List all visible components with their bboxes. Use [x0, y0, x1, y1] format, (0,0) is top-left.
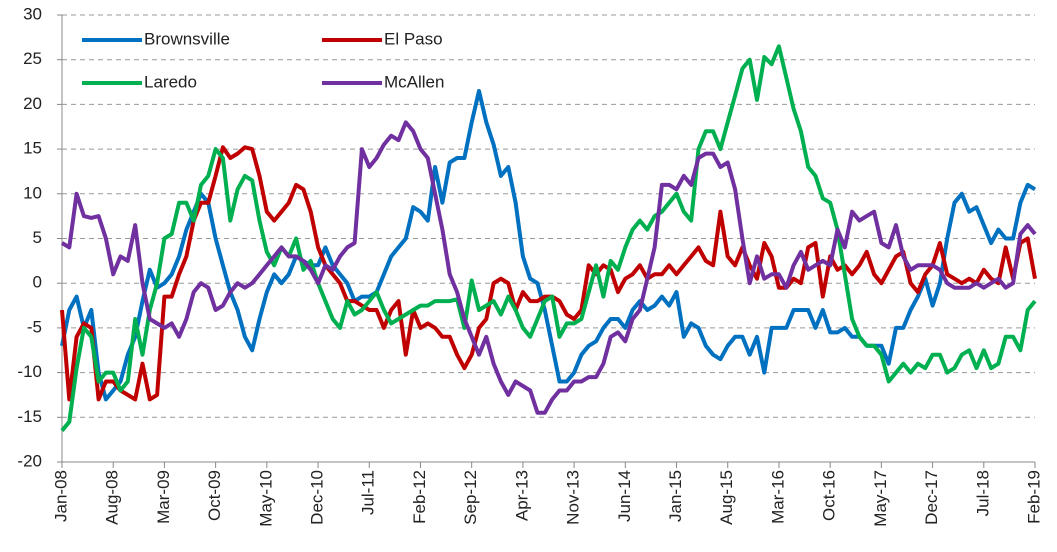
x-tick-label: May-17 — [871, 470, 890, 527]
legend-label: McAllen — [384, 72, 444, 91]
x-tick-label: Feb-19 — [1024, 470, 1043, 524]
x-tick-label: Apr-13 — [512, 470, 531, 521]
x-tick-label: Jan-15 — [666, 470, 685, 522]
y-tick-label: 30 — [23, 4, 42, 23]
x-tick-label: Dec-10 — [308, 470, 327, 525]
x-tick-label: Feb-12 — [410, 470, 429, 524]
x-tick-label: Jul-18 — [973, 470, 992, 516]
x-tick-label: Nov-13 — [564, 470, 583, 525]
y-tick-label: -20 — [17, 451, 42, 470]
series-line — [60, 44, 1037, 432]
legend-label: El Paso — [384, 29, 443, 48]
x-tick-label: Aug-15 — [717, 470, 736, 525]
y-tick-label: -15 — [17, 407, 42, 426]
y-tick-label: 20 — [23, 94, 42, 113]
y-tick-label: 15 — [23, 139, 42, 158]
x-tick-label: Aug-08 — [103, 470, 122, 525]
legend-label: Brownsville — [144, 29, 230, 48]
x-tick-label: Mar-09 — [154, 470, 173, 524]
x-tick-label: Jul-11 — [359, 470, 378, 515]
x-tick-label: Dec-17 — [922, 470, 941, 525]
x-tick-label: Jan-08 — [51, 470, 70, 522]
y-tick-label: 0 — [33, 273, 42, 292]
x-tick-label: May-10 — [256, 470, 275, 527]
y-tick-label: 5 — [33, 228, 42, 247]
x-tick-label: Oct-09 — [205, 470, 224, 521]
x-tick-label: Sep-12 — [461, 470, 480, 525]
y-tick-label: -10 — [17, 362, 42, 381]
x-tick-label: Mar-16 — [768, 470, 787, 524]
y-tick-label: 10 — [23, 183, 42, 202]
y-tick-label: -5 — [27, 317, 42, 336]
series-line — [60, 120, 1037, 415]
legend-label: Laredo — [144, 72, 197, 91]
y-tick-label: 25 — [23, 49, 42, 68]
x-tick-label: Oct-16 — [820, 470, 839, 521]
x-tick-label: Jun-14 — [615, 470, 634, 522]
